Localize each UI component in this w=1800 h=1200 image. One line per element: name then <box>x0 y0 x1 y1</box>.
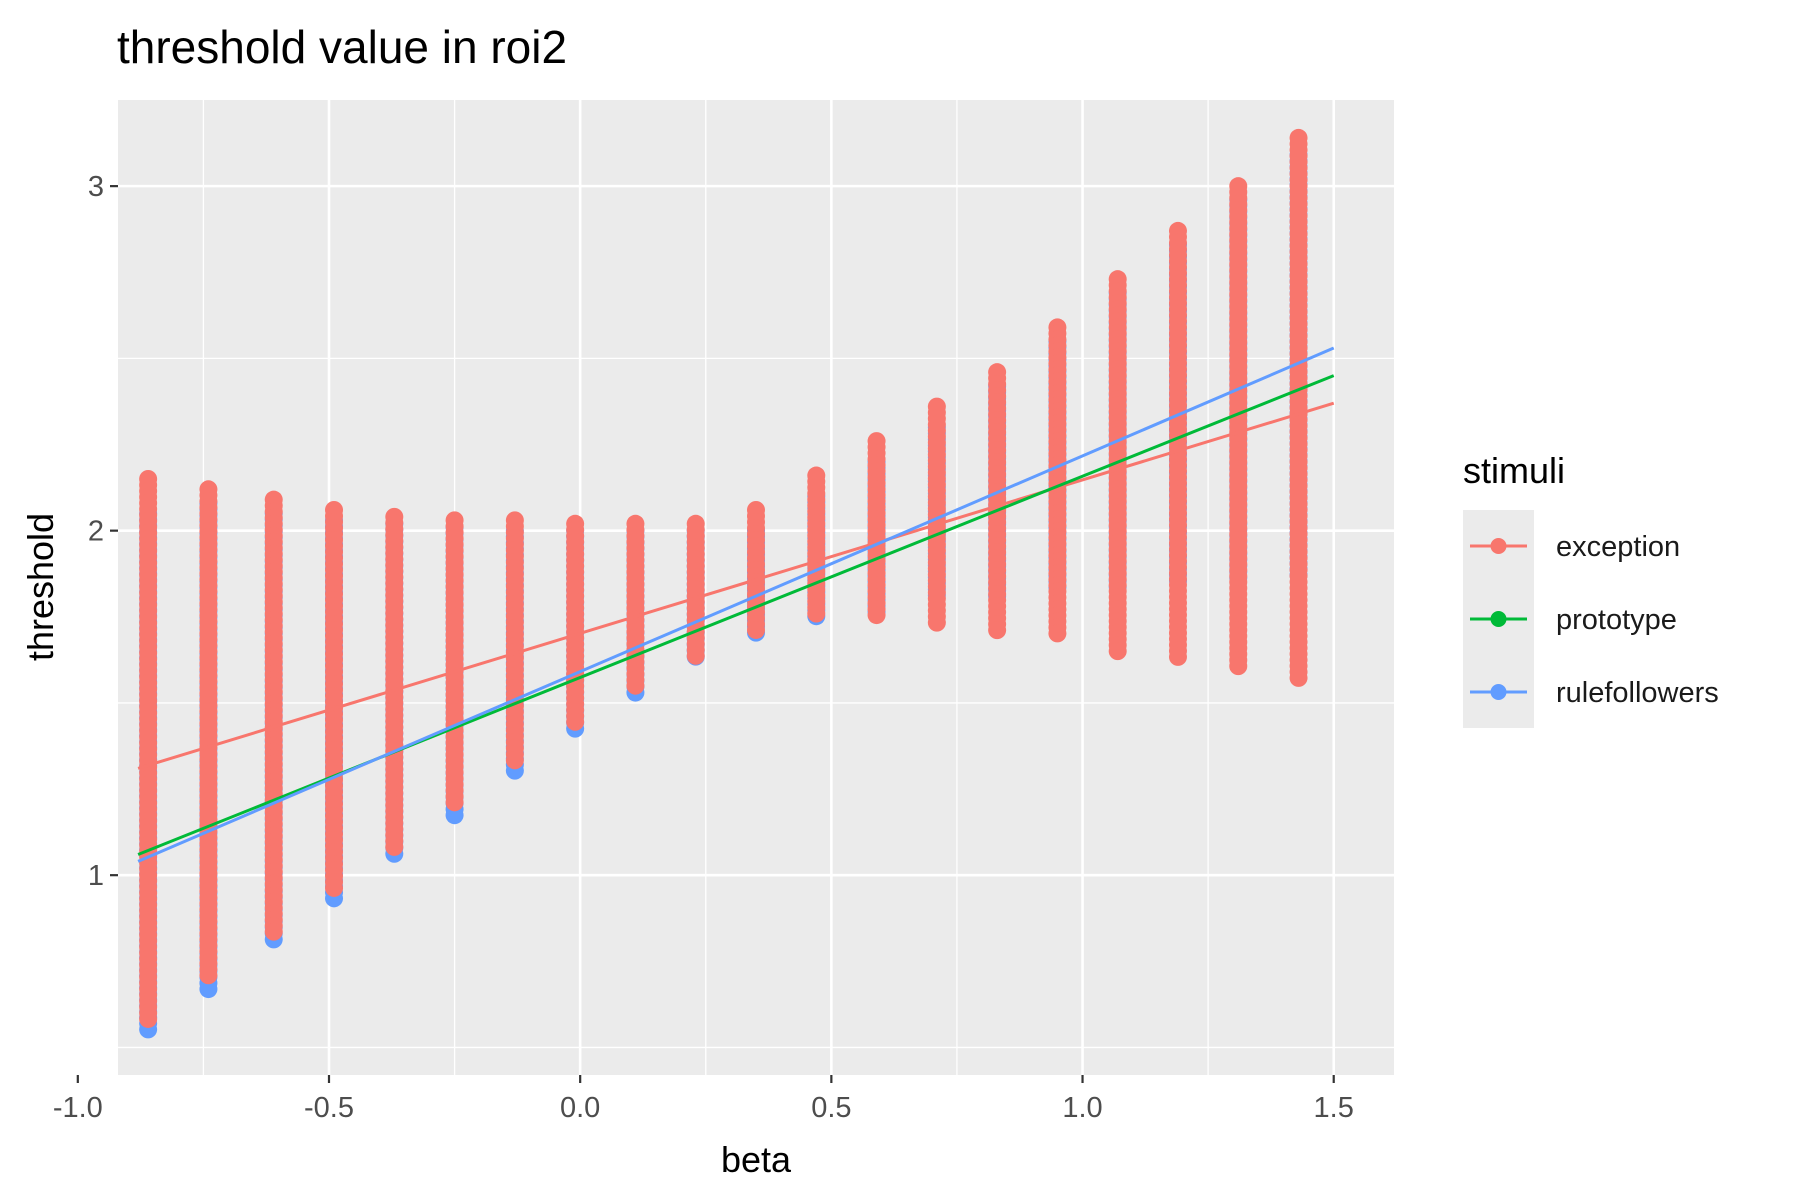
legend-key-point <box>1490 538 1507 554</box>
legend: stimuli exception prototype rulefollowers <box>1463 450 1719 728</box>
exception-point <box>139 1009 158 1028</box>
exception-point <box>686 646 705 665</box>
x-tick-label: 1.5 <box>1314 1092 1354 1124</box>
legend-label-prototype: prototype <box>1556 604 1677 636</box>
exception-point <box>867 606 886 625</box>
exception-point <box>385 837 404 856</box>
exception-point <box>264 922 283 941</box>
y-axis-title: threshold <box>20 513 61 661</box>
exception-point <box>927 613 946 632</box>
y-tick-label: 3 <box>88 171 104 203</box>
exception-point <box>747 620 765 639</box>
legend-key-point <box>1490 611 1507 627</box>
y-tick-label: 2 <box>88 516 104 548</box>
exception-point <box>626 676 645 695</box>
exception-point <box>325 878 344 897</box>
x-tick-label: -0.5 <box>304 1092 354 1124</box>
exception-point <box>566 712 585 731</box>
exception-point <box>505 751 524 770</box>
rulefollowers-point <box>445 806 464 825</box>
chart-title: threshold value in roi2 <box>117 21 567 73</box>
rulefollowers-trend-line <box>137 346 1335 863</box>
exception-point <box>1289 668 1308 687</box>
exception-point <box>1048 624 1067 643</box>
y-tick-label: 1 <box>88 860 104 892</box>
legend-label-rulefollowers: rulefollowers <box>1556 677 1719 709</box>
exception-point <box>988 621 1007 640</box>
rulefollowers-point <box>199 980 218 999</box>
axes: -1.0 -0.5 0.0 0.5 1.0 1.5 1 2 3 <box>53 171 1354 1124</box>
x-axis-title: beta <box>721 1139 792 1180</box>
x-tick-label: 0.5 <box>811 1092 851 1124</box>
scatter-points <box>139 128 1308 1039</box>
x-tick-label: -1.0 <box>53 1092 103 1124</box>
x-tick-label: 1.0 <box>1062 1092 1102 1124</box>
exception-point <box>807 604 826 623</box>
exception-point <box>1168 647 1187 666</box>
exception-point <box>445 793 464 812</box>
exception-point <box>1229 657 1248 676</box>
legend-title: stimuli <box>1463 450 1565 491</box>
legend-key-point <box>1490 684 1507 700</box>
trend-lines <box>137 346 1335 863</box>
exception-point <box>199 966 218 985</box>
exception-trend-line <box>137 401 1335 770</box>
x-tick-label: 0.0 <box>560 1092 600 1124</box>
exception-point <box>1108 642 1127 661</box>
legend-label-exception: exception <box>1556 531 1680 563</box>
